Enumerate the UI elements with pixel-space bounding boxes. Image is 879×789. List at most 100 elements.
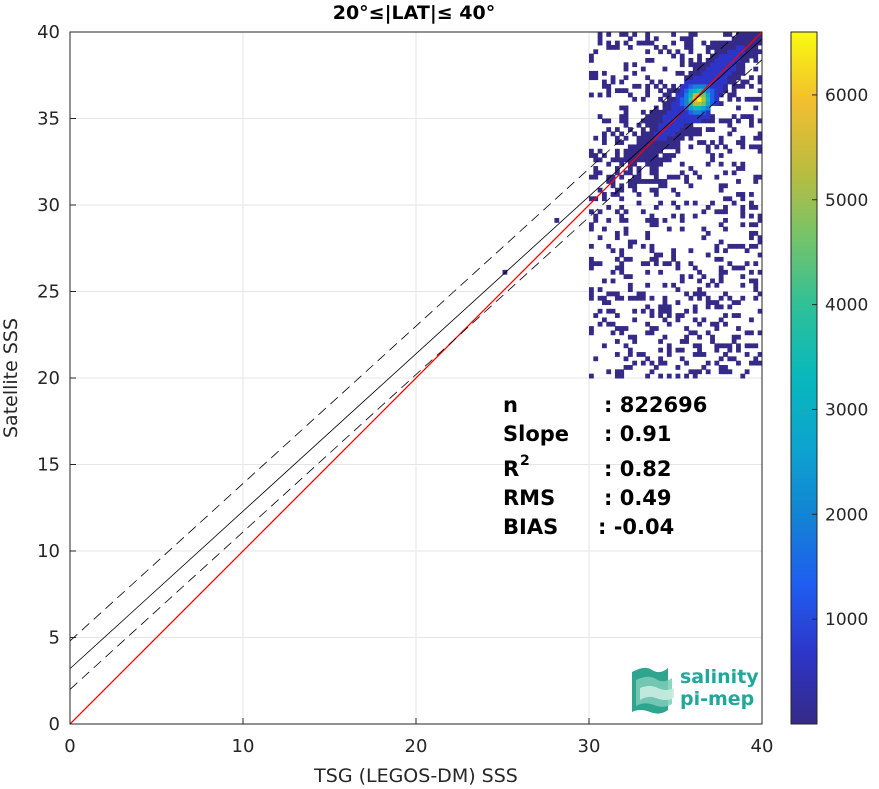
density-cell [740, 62, 746, 68]
density-cell [731, 40, 737, 46]
density-cell [627, 144, 633, 150]
density-cell [744, 261, 750, 267]
density-cell [718, 222, 724, 228]
density-cell [727, 356, 733, 362]
density-cell [701, 317, 707, 323]
density-cell [757, 291, 762, 297]
stat-rms-label: RMS [503, 486, 555, 510]
density-cell [649, 243, 655, 249]
line-fit [70, 38, 762, 669]
density-cell [697, 321, 702, 327]
density-cell [614, 187, 620, 193]
density-cell [601, 278, 607, 284]
density-cell [653, 118, 659, 124]
density-cell [740, 222, 746, 228]
density-cell [753, 179, 759, 184]
density-cell [675, 109, 681, 115]
density-cell [675, 131, 681, 137]
density-cell [632, 239, 638, 245]
density-cell [688, 109, 694, 115]
density-cell [610, 248, 616, 254]
density-cell [619, 79, 625, 85]
density-cell [697, 174, 702, 180]
density-cell [679, 278, 685, 284]
density-cell [597, 187, 603, 193]
density-cell [701, 291, 707, 297]
density-cell [593, 174, 599, 180]
density-cell [749, 83, 754, 89]
density-cell [653, 252, 659, 258]
density-cell [692, 83, 698, 89]
density-cell [740, 66, 746, 72]
density-cell [731, 127, 737, 132]
colorbar-tick-label: 3000 [825, 400, 868, 420]
density-cell [671, 40, 676, 46]
density-cell [727, 243, 733, 249]
density-cell [614, 157, 620, 163]
density-cell [640, 291, 646, 297]
density-cell [684, 44, 689, 50]
x-tick-label: 40 [751, 736, 774, 757]
density-cell [614, 313, 620, 318]
density-cell [623, 66, 629, 72]
density-cell [701, 352, 707, 357]
density-cell [744, 369, 750, 375]
density-cell [610, 269, 616, 275]
density-cell [688, 135, 694, 141]
density-cell [736, 49, 741, 55]
density-cell [593, 75, 599, 81]
density-cell [727, 57, 733, 63]
density-cell [731, 79, 737, 85]
density-cell [705, 369, 711, 375]
density-cell [649, 40, 655, 46]
density-cell [705, 205, 711, 210]
density-cell [658, 49, 664, 55]
density-cell [653, 131, 659, 137]
density-cell [753, 222, 759, 228]
y-tick-label: 5 [49, 628, 60, 649]
density-cell [658, 252, 664, 258]
density-cell [749, 343, 754, 349]
density-cell [697, 62, 702, 68]
density-cell [649, 127, 655, 132]
density-cell [749, 269, 754, 275]
density-cell [649, 248, 655, 254]
density-cell [632, 96, 638, 102]
density-cell [714, 92, 720, 98]
density-cell [692, 70, 698, 76]
density-cell [749, 75, 754, 81]
density-cell [688, 79, 694, 85]
density-cell [714, 83, 720, 89]
density-cell [619, 32, 625, 37]
density-cell [679, 161, 685, 167]
density-cell [619, 196, 625, 202]
density-cell [601, 83, 607, 89]
density-cell [714, 304, 720, 310]
density-cell [723, 291, 728, 297]
density-cell [718, 118, 724, 124]
density-cell [705, 360, 711, 366]
density-cell [658, 161, 664, 167]
density-cell [705, 105, 711, 111]
density-cell [601, 153, 607, 158]
density-cell [749, 44, 754, 50]
density-cell [658, 360, 664, 366]
density-cell [697, 118, 702, 124]
density-cell [731, 49, 737, 55]
density-cell [671, 153, 676, 158]
density-cell [636, 166, 642, 171]
density-cell [614, 127, 620, 132]
density-cell [710, 83, 715, 89]
density-cell [731, 265, 737, 271]
density-cell [666, 92, 672, 98]
density-cell [658, 127, 664, 132]
density-cell [610, 321, 616, 327]
density-cell [645, 49, 651, 55]
density-cell [601, 196, 607, 202]
density-cell [714, 174, 720, 180]
density-cell [632, 153, 638, 158]
density-cell [636, 140, 642, 145]
density-cell [736, 166, 741, 171]
density-cell [645, 269, 651, 275]
